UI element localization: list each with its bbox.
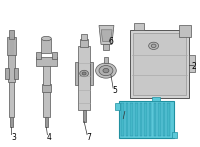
Polygon shape xyxy=(101,30,112,41)
Bar xyxy=(42,84,51,92)
Circle shape xyxy=(149,42,159,50)
Bar xyxy=(167,103,170,136)
Text: 1: 1 xyxy=(119,116,124,125)
Bar xyxy=(134,22,144,30)
Bar xyxy=(104,57,108,63)
Circle shape xyxy=(82,72,86,75)
Bar xyxy=(103,44,109,50)
Bar xyxy=(154,103,156,136)
Bar xyxy=(36,52,41,59)
Bar xyxy=(10,116,13,127)
Bar xyxy=(179,25,191,37)
Bar xyxy=(126,103,128,136)
Bar xyxy=(130,103,133,136)
Bar xyxy=(5,68,9,79)
Bar xyxy=(36,57,57,66)
Text: 5: 5 xyxy=(112,86,117,95)
Circle shape xyxy=(96,63,116,78)
Bar xyxy=(81,34,87,40)
Text: 7: 7 xyxy=(87,133,92,142)
Bar xyxy=(8,53,15,82)
Text: 2: 2 xyxy=(192,62,197,71)
Bar xyxy=(172,132,177,138)
Bar xyxy=(43,65,50,85)
Text: 6: 6 xyxy=(108,37,113,46)
Bar xyxy=(80,39,88,47)
Bar xyxy=(52,52,57,59)
Polygon shape xyxy=(99,25,114,44)
Bar xyxy=(158,103,161,136)
Bar xyxy=(133,33,186,95)
Bar xyxy=(41,39,51,53)
Bar xyxy=(78,46,90,110)
Bar xyxy=(121,103,124,136)
Bar xyxy=(14,68,18,79)
Bar xyxy=(144,103,147,136)
Bar xyxy=(140,103,142,136)
Bar xyxy=(45,117,48,127)
Bar xyxy=(149,103,151,136)
Bar xyxy=(90,62,93,85)
Bar xyxy=(75,62,78,85)
Bar xyxy=(9,81,14,117)
Bar xyxy=(119,101,174,138)
Circle shape xyxy=(151,44,156,48)
Bar xyxy=(130,30,189,98)
Circle shape xyxy=(80,70,88,77)
Circle shape xyxy=(99,66,113,76)
Circle shape xyxy=(103,68,109,73)
Bar xyxy=(152,97,160,101)
Text: 4: 4 xyxy=(47,133,52,142)
Bar xyxy=(83,110,86,122)
Bar xyxy=(135,103,138,136)
Bar xyxy=(189,55,195,72)
Bar xyxy=(43,91,50,117)
Ellipse shape xyxy=(41,36,51,41)
Bar xyxy=(9,30,14,39)
Bar xyxy=(163,103,165,136)
Bar xyxy=(7,37,16,55)
Bar xyxy=(115,103,120,110)
Text: 3: 3 xyxy=(11,133,16,142)
